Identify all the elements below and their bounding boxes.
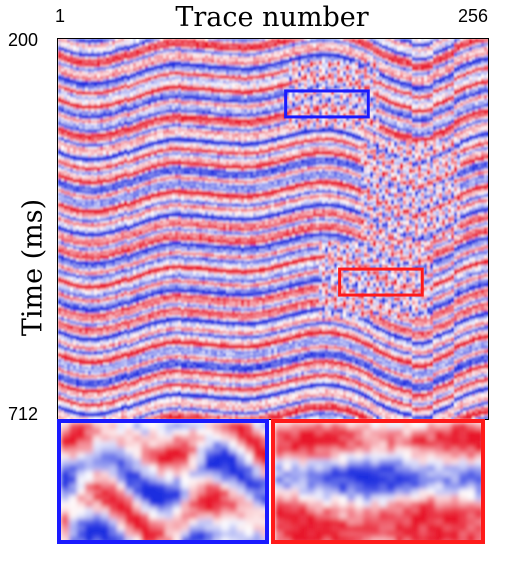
y-tick-first: 200 — [8, 30, 38, 51]
x-tick-first: 1 — [55, 6, 65, 27]
zoom-box-blue — [284, 89, 370, 119]
seismic-amplitude-field — [58, 39, 488, 419]
y-axis-title: Time (ms) — [18, 138, 49, 398]
zoom-inset-red-image — [275, 423, 481, 540]
zoom-box-red — [338, 267, 424, 297]
zoom-inset-blue-image — [61, 423, 265, 540]
zoom-inset-red — [271, 419, 485, 544]
x-tick-last: 256 — [458, 6, 488, 27]
y-tick-last: 712 — [8, 404, 38, 425]
seismic-section — [57, 38, 489, 420]
zoom-inset-blue — [57, 419, 269, 544]
seismic-section-image — [58, 39, 488, 419]
x-axis-title: Trace number — [0, 2, 516, 33]
